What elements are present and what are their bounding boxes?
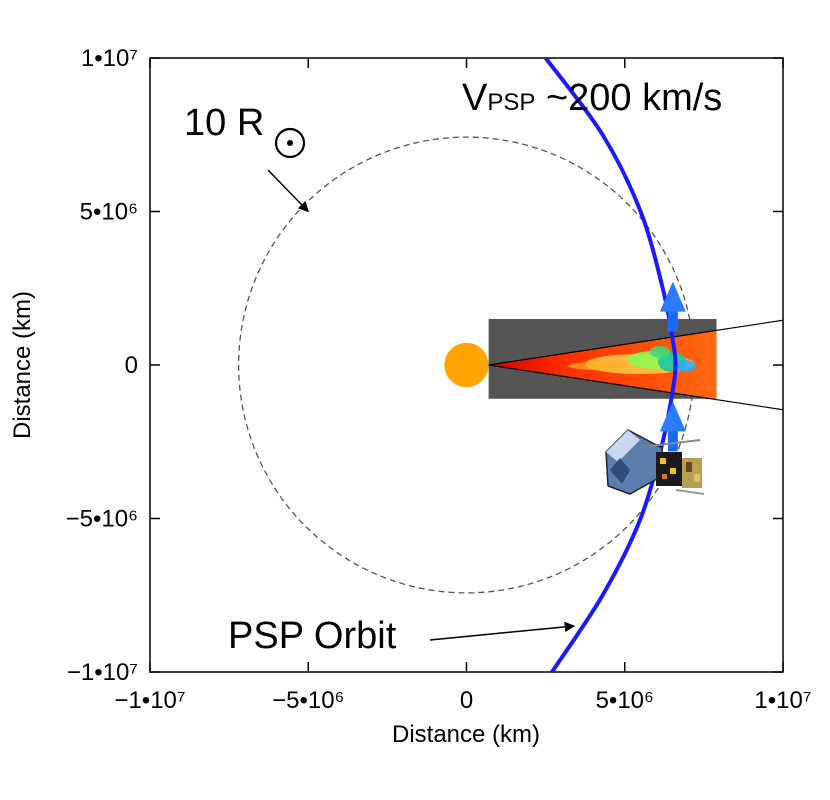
x-tick-label: 0 xyxy=(460,687,473,714)
y-tick-label: −1•10⁷ xyxy=(67,659,138,686)
annotation-psp-orbit: PSP Orbit xyxy=(228,615,576,657)
parker-probe-icon xyxy=(605,429,705,495)
y-tick-label: −5•10⁶ xyxy=(66,506,138,533)
vpsp-subscript: PSP xyxy=(487,89,535,116)
solar-symbol-icon xyxy=(274,127,306,159)
x-tick-label: 1•10⁷ xyxy=(754,687,811,714)
y-tick-label: 0 xyxy=(125,352,138,379)
psp-orbit-label: PSP Orbit xyxy=(228,615,397,657)
vpsp-v: V xyxy=(462,77,488,119)
y-tick-label: 5•10⁶ xyxy=(80,199,138,226)
solar-symbol-dot xyxy=(287,140,293,146)
x-axis-title: Distance (km) xyxy=(392,721,540,748)
vpsp-label: VPSP ~200 km/s xyxy=(462,77,722,119)
y-tick-labels: −1•10⁷ −5•10⁶ 0 5•10⁶ 1•10⁷ xyxy=(66,45,138,686)
psp-orbit-line xyxy=(544,58,678,672)
cone-boundary-lower xyxy=(488,364,783,411)
y-tick-label: 1•10⁷ xyxy=(81,45,138,72)
turbulence-structure xyxy=(568,346,696,374)
velocity-arrows xyxy=(659,281,686,452)
vpsp-value: ~200 km/s xyxy=(535,77,722,119)
velocity-arrow xyxy=(659,281,686,332)
rsun-pointer-arrow xyxy=(267,169,309,213)
rsun-label: 10 R xyxy=(184,102,264,144)
x-tick-label: −1•10⁷ xyxy=(114,687,185,714)
x-tick-labels: −1•10⁷ −5•10⁶ 0 5•10⁶ 1•10⁷ xyxy=(114,687,811,714)
sun-disk xyxy=(444,342,489,388)
psp-orbit-pointer-arrow xyxy=(429,621,576,641)
x-tick-label: 5•10⁶ xyxy=(596,687,654,714)
y-axis-title: Distance (km) xyxy=(9,291,36,439)
x-tick-label: −5•10⁶ xyxy=(272,687,344,714)
cone-boundary-upper xyxy=(488,319,783,366)
annotation-ten-rsun: 10 R xyxy=(184,102,309,213)
axis-ticks xyxy=(149,57,784,673)
velocity-arrow xyxy=(659,401,686,452)
